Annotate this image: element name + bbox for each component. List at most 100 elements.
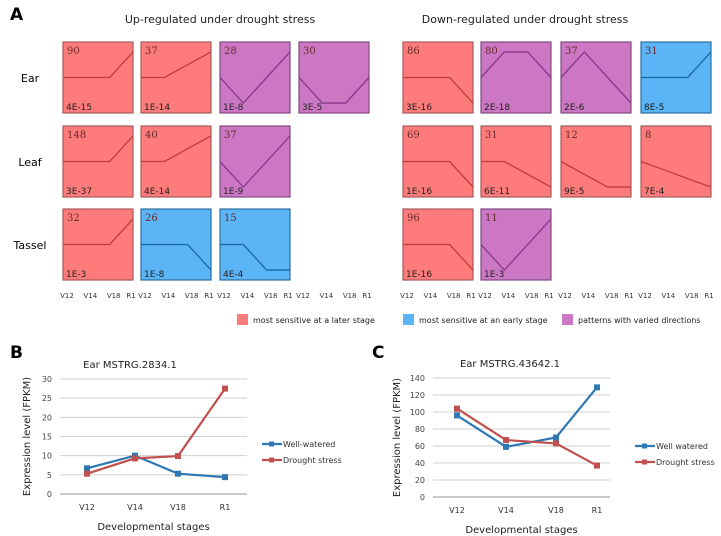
data-point [84,470,90,477]
data-point [84,465,90,472]
stage-tick-label: V12 [138,292,152,300]
x-tick-label: V18 [548,506,564,515]
data-point [594,384,600,391]
x-tick-label: V14 [498,506,514,515]
y-tick-label: 15 [42,433,52,442]
y-tick-label: 10 [42,452,52,461]
x-tick-label: V12 [449,506,465,515]
stage-tick-label: V12 [400,292,414,300]
stage-tick-label: R1 [204,292,213,300]
stage-tick-label: R1 [624,292,633,300]
stage-tick-label: V12 [638,292,652,300]
legend-item: most sensitive at an early stage [403,314,548,325]
stage-tick-label: V12 [478,292,492,300]
stage-tick-label: V14 [161,292,175,300]
profile-line [403,243,474,271]
profile-p-value: 8E-5 [644,103,664,113]
profile-p-value: 1E-3 [66,270,86,280]
profile-box: 37 1E-14 [140,41,212,114]
profile-box: 148 3E-37 [62,125,134,198]
profile-p-value: 1E-3 [484,270,504,280]
profile-box: 11 1E-3 [480,208,552,281]
profile-box: 80 2E-18 [480,41,552,114]
stage-tick-label: V14 [83,292,97,300]
legend-label: most sensitive at an early stage [419,316,548,325]
profile-p-value: 6E-11 [484,187,510,197]
legend-marker [269,457,274,463]
stage-tick-label: V12 [558,292,572,300]
profile-box: 37 1E-9 [219,125,291,198]
stage-tick-label: V12 [60,292,74,300]
profile-line [141,51,212,79]
profile-box-background [560,125,632,198]
y-tick-label: 120 [410,391,425,400]
legend-label: Drought stress [656,458,715,467]
data-point [503,443,509,450]
x-tick-label: V12 [79,503,95,512]
profile-box: 40 4E-14 [140,125,212,198]
profile-box: 37 2E-6 [560,41,632,114]
legend-item: most sensitive at a later stage [237,314,375,325]
profile-p-value: 1E-14 [144,103,170,113]
data-point [503,437,509,444]
profile-gene-count: 15 [224,213,237,224]
y-tick-label: 100 [410,408,425,417]
stage-tick-labels: V12 V14 V18 R1 V12 V14 V18 R1 V12 V14 V18 R1 V12 V14 V… [60,292,714,300]
chart-c: Ear MSTRG.43642.1 0 20 40 60 80 100 120 140 V12 V1… [392,359,715,536]
profile-p-value: 7E-4 [644,187,665,197]
stage-tick-label: R1 [466,292,475,300]
panel-a-label: A [10,5,24,25]
stage-tick-label: R1 [126,292,135,300]
x-axis-label: Developmental stages [465,525,577,536]
profile-p-value: 1E-8 [144,270,165,280]
stage-tick-label: V14 [581,292,595,300]
data-point [553,434,559,441]
stage-tick-label: R1 [544,292,553,300]
series-line [456,407,598,467]
profile-gene-count: 31 [645,46,658,57]
stage-tick-label: V18 [264,292,278,300]
y-tick-label: 25 [42,394,52,403]
legend-label: patterns with varied directions [578,316,701,325]
profile-box-background [298,41,370,114]
data-point [222,385,228,392]
profile-line [481,160,552,188]
profile-box: 31 8E-5 [640,41,712,114]
data-point [175,470,181,477]
profile-gene-count: 28 [224,46,237,57]
profile-box: 96 1E-16 [402,208,474,281]
profile-box: 8 7E-4 [640,125,712,198]
y-tick-label: 140 [410,374,425,383]
series-drought-stress: Drought stress [454,405,715,469]
profile-gene-count: 37 [224,130,237,141]
y-tick-label: 20 [42,413,52,422]
profile-line [640,160,712,188]
y-tick-label: 30 [42,375,52,384]
profile-p-value: 1E-9 [223,187,244,197]
profile-box: 90 4E-15 [62,41,134,114]
profile-line [63,218,134,246]
data-point [454,412,460,419]
profile-box: 15 4E-4 [219,208,291,281]
profile-p-value: 1E-8 [223,103,244,113]
stage-tick-label: V14 [423,292,437,300]
chart-b: Ear MSTRG.2834.1 0 5 10 15 20 25 30 V12 V14 V18 R1 D… [22,360,342,533]
stage-tick-label: V18 [605,292,619,300]
chart-title: Ear MSTRG.43642.1 [460,359,560,370]
profile-line [480,218,552,272]
legend-label: most sensitive at a later stage [253,316,375,325]
legend-label: Well watered [656,442,708,451]
stage-tick-label: V18 [525,292,539,300]
profile-p-value: 2E-18 [484,103,510,113]
series-well-watered: Well watered [454,384,708,451]
x-axis-label: Developmental stages [97,522,209,533]
down-regulated-title: Down-regulated under drought stress [422,13,629,26]
profile-gene-count: 30 [303,46,316,57]
y-tick-label: 20 [415,476,425,485]
profile-box: 26 1E-8 [140,208,212,281]
profile-box: 31 6E-11 [480,125,552,198]
legend-marker [642,459,647,465]
profile-line [219,51,291,105]
stage-tick-label: V18 [685,292,699,300]
profile-line [480,51,552,78]
